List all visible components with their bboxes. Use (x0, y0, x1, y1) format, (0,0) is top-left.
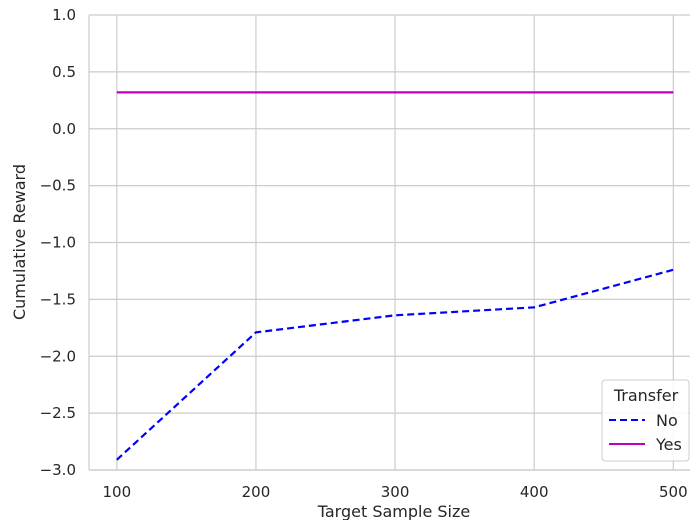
x-tick-label: 300 (381, 483, 410, 501)
y-tick-label: 0.5 (52, 63, 76, 81)
x-axis-label: Target Sample Size (317, 502, 471, 520)
tick-labels: 1.0 0.5 0.0 −0.5 −1.0 −1.5 −2.0 −2.5 −3.0 100 200 3… (40, 6, 688, 501)
y-axis-label: Cumulative Reward (10, 164, 29, 320)
legend-label-no: No (656, 411, 678, 430)
legend-label-yes: Yes (655, 435, 682, 454)
y-tick-label: −0.5 (40, 177, 76, 195)
series-lines (116, 91, 674, 461)
legend-box (601, 379, 690, 462)
y-tick-label: 0.0 (52, 120, 76, 138)
legend: Transfer No Yes (601, 379, 690, 462)
y-tick-label: −1.5 (40, 290, 76, 308)
legend-title: Transfer (613, 386, 679, 405)
axes (88, 15, 690, 471)
y-tick-label: 1.0 (52, 6, 76, 24)
x-tick-label: 100 (103, 483, 132, 501)
y-tick-label: −1.0 (40, 234, 76, 252)
x-tick-label: 500 (659, 483, 688, 501)
y-tick-label: −2.0 (40, 347, 76, 365)
series-line-no (116, 268, 674, 461)
x-tick-label: 400 (520, 483, 549, 501)
grid-lines (89, 14, 690, 471)
y-tick-label: −2.5 (40, 404, 76, 422)
y-tick-label: −3.0 (40, 461, 76, 479)
x-tick-label: 200 (242, 483, 271, 501)
